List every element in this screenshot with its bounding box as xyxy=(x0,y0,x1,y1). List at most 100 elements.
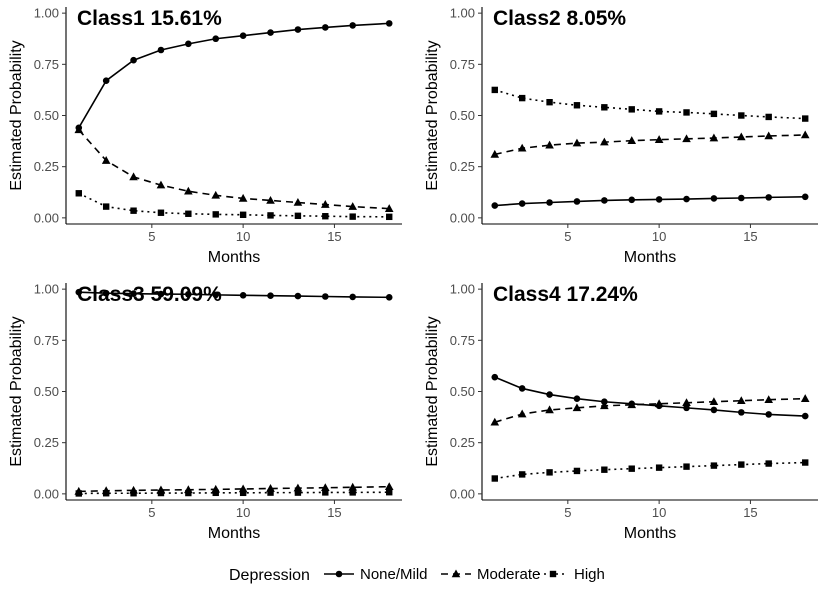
y-tick-label: 0.50 xyxy=(34,108,59,123)
data-point xyxy=(322,24,329,31)
data-point xyxy=(349,213,356,220)
data-point xyxy=(682,134,691,143)
data-point xyxy=(737,396,746,405)
data-point xyxy=(765,194,772,201)
y-tick-label: 1.00 xyxy=(34,282,59,297)
panel-2: 0.00 0.25 0.50 0.75 1.00 5 10 15 Months Estimated… xyxy=(424,6,818,266)
data-point xyxy=(655,108,663,115)
x-tick-label: 10 xyxy=(652,229,666,244)
x-tick-label: 5 xyxy=(564,229,571,244)
series-moderate xyxy=(490,394,810,426)
data-point xyxy=(185,210,192,217)
series-line xyxy=(494,376,806,417)
data-point xyxy=(764,131,773,140)
legend-key-marker xyxy=(335,570,343,578)
data-point xyxy=(102,203,110,210)
data-point xyxy=(738,409,745,416)
y-tick-label: 1.00 xyxy=(450,282,475,297)
x-axis-label: Months xyxy=(624,249,676,266)
series-none-mild xyxy=(75,20,393,132)
x-tick-label: 5 xyxy=(148,229,155,244)
data-point xyxy=(518,200,526,207)
data-point xyxy=(322,293,329,300)
panel-1: 0.00 0.25 0.50 0.75 1.00 5 10 15 Months Estimated… xyxy=(8,6,402,266)
series-line xyxy=(78,291,390,299)
data-point xyxy=(349,293,356,301)
x-tick-label: 15 xyxy=(327,505,341,520)
y-tick-label: 0.25 xyxy=(34,159,59,174)
data-point xyxy=(546,391,553,398)
series-high xyxy=(75,190,393,221)
data-point xyxy=(294,292,302,300)
data-point xyxy=(294,489,302,496)
data-point xyxy=(572,403,582,412)
x-tick-label: 15 xyxy=(327,229,341,244)
data-point xyxy=(491,86,498,94)
data-point xyxy=(682,398,691,407)
x-axis-label: Months xyxy=(624,525,676,542)
data-point xyxy=(157,290,165,298)
data-point xyxy=(185,489,192,497)
data-point xyxy=(321,483,330,492)
y-tick-label: 0.50 xyxy=(34,384,59,399)
data-point xyxy=(322,489,329,496)
data-point xyxy=(710,195,718,202)
legend-item-none-mild: None/Mild xyxy=(324,566,428,583)
data-point xyxy=(157,209,165,216)
data-point xyxy=(157,46,165,54)
data-point xyxy=(239,489,247,497)
data-point xyxy=(385,294,393,301)
data-point xyxy=(129,172,138,181)
y-tick-label: 0.25 xyxy=(34,435,59,450)
y-axis-label: Estimated Probability xyxy=(424,40,441,190)
data-point xyxy=(386,489,393,496)
data-point xyxy=(212,489,219,497)
y-tick-label: 0.00 xyxy=(450,486,475,501)
x-axis-label: Months xyxy=(208,525,260,542)
series-moderate xyxy=(490,130,810,158)
data-point xyxy=(490,417,500,426)
data-point xyxy=(802,459,809,466)
series-line xyxy=(78,22,390,129)
data-point xyxy=(294,212,302,220)
data-point xyxy=(627,400,637,409)
data-point xyxy=(212,211,219,218)
series-none-mild xyxy=(491,373,809,420)
y-tick-label: 0.50 xyxy=(450,108,475,123)
x-tick-label: 10 xyxy=(236,505,250,520)
series-line xyxy=(494,461,806,480)
x-tick-label: 15 xyxy=(743,505,757,520)
y-tick-label: 0.00 xyxy=(34,486,59,501)
data-point xyxy=(267,489,274,496)
data-point xyxy=(321,200,330,208)
panel-title: Class4 17.24% xyxy=(493,283,638,306)
legend-label: Moderate xyxy=(477,566,540,583)
data-point xyxy=(710,406,718,414)
data-point xyxy=(239,211,247,218)
data-point xyxy=(101,156,111,164)
data-point xyxy=(654,135,664,143)
series-line xyxy=(78,491,390,495)
data-point xyxy=(267,29,274,36)
data-point xyxy=(518,385,526,392)
y-axis-label: Estimated Probability xyxy=(8,40,25,190)
data-point xyxy=(765,411,772,418)
y-tick-label: 1.00 xyxy=(450,6,475,21)
data-point xyxy=(384,204,394,212)
y-tick-label: 0.75 xyxy=(34,57,59,72)
data-point xyxy=(655,464,663,471)
data-point xyxy=(710,462,718,469)
data-point xyxy=(627,136,637,144)
data-point xyxy=(628,196,636,204)
x-tick-label: 15 xyxy=(743,229,757,244)
data-point xyxy=(601,197,608,204)
series-high xyxy=(491,86,809,122)
series-line xyxy=(494,134,806,156)
x-tick-label: 10 xyxy=(652,505,666,520)
data-point xyxy=(491,373,499,381)
data-point xyxy=(601,104,608,111)
series-line xyxy=(494,89,806,120)
panel-3: 0.00 0.25 0.50 0.75 1.00 5 10 15 Months Estimated… xyxy=(8,282,402,542)
data-point xyxy=(572,138,582,147)
data-point xyxy=(737,132,746,141)
